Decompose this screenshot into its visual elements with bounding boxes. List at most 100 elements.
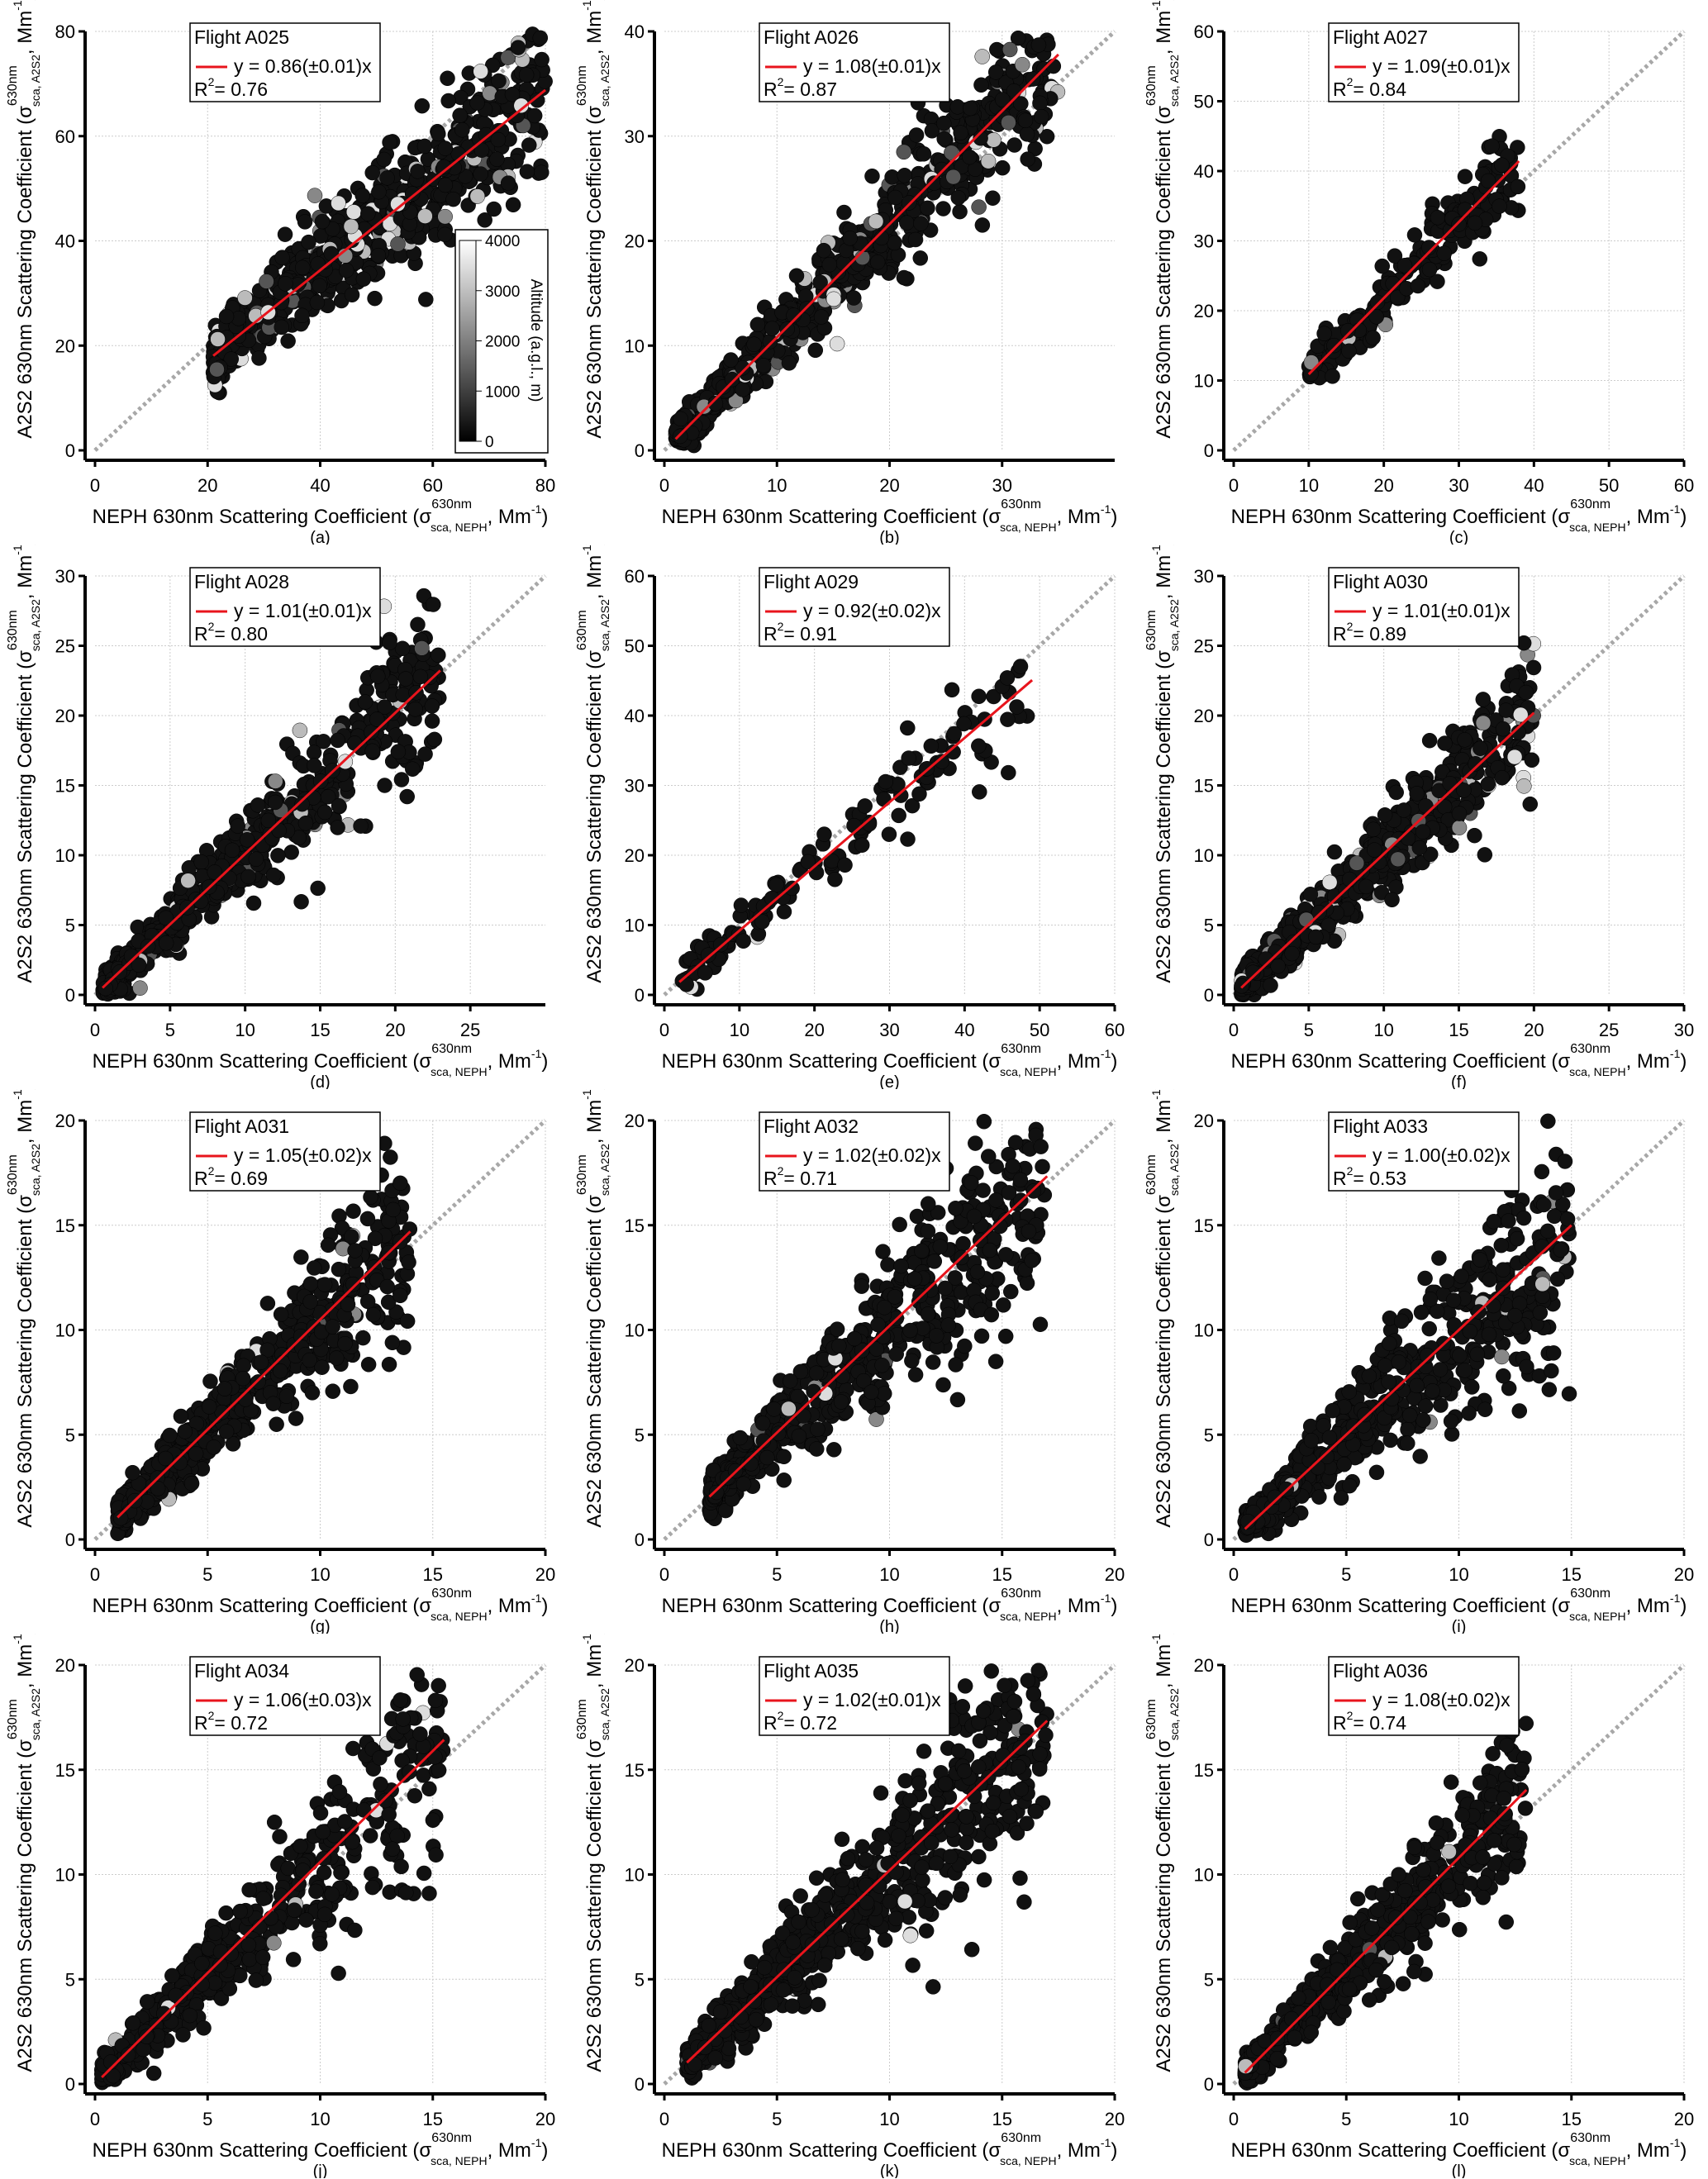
data-point [304,1385,321,1401]
data-point [790,1388,806,1405]
data-point [364,743,380,759]
data-point [913,216,929,231]
y-tick-label: 25 [1194,636,1214,657]
data-point [330,820,345,835]
colorbar-tick-label: 0 [485,434,494,451]
x-tick-label: 5 [1304,1020,1314,1040]
panel-caption: (h) [879,1618,899,1634]
data-point [1019,126,1035,142]
x-label-main: NEPH 630nm Scattering Coefficient (σ [93,1050,432,1073]
legend-box [759,1111,950,1192]
data-point [982,1242,998,1258]
data-point [1032,1316,1049,1332]
data-point [949,1392,966,1408]
x-tick-label: 10 [730,1020,749,1040]
x-label-unit: , Mm [1057,1595,1101,1617]
x-label-sup: 630nm [1001,1042,1041,1056]
data-point [469,95,485,111]
data-point [302,1352,317,1368]
legend-r2-value: = 0.87 [783,79,837,100]
x-axis-label: NEPH 630nm Scattering Coefficient (σ630n… [93,1042,549,1078]
data-point [880,1257,896,1273]
x-tick-label: 50 [1599,475,1619,496]
data-point [437,177,454,193]
data-point [869,254,886,270]
data-point [876,791,892,807]
y-tick-label: 10 [625,335,645,356]
data-point [431,126,446,142]
legend-r2-value: = 0.91 [783,623,837,645]
data-point [999,670,1016,686]
data-point [827,872,843,887]
y-label-sub: sca, A2S2 [598,599,611,651]
x-tick-label: 10 [235,1020,255,1040]
data-point [971,738,987,754]
data-point [762,334,778,350]
data-point [177,1424,193,1439]
data-point [424,698,440,714]
data-point [377,778,393,793]
x-tick-label: 0 [659,1020,669,1040]
data-point [424,713,440,729]
data-point [717,1502,734,1519]
data-point [323,245,340,262]
data-point [437,226,453,243]
data-point [359,1293,376,1310]
data-point [293,894,309,910]
y-label-main: A2S2 630nm Scattering Coefficient (σ [1153,650,1175,983]
y-tick-label: 20 [1194,301,1214,321]
x-tick-label: 20 [804,1020,824,1040]
data-point [382,635,397,650]
data-point [1451,216,1467,232]
y-label-unit: , Mm [14,1100,36,1144]
data-point [500,50,516,65]
x-label-exp: -1 [531,1591,542,1605]
data-point [504,86,521,102]
data-point [1516,778,1532,794]
y-tick-label: 0 [635,440,645,461]
y-tick-label: 30 [1194,566,1214,587]
data-point [1349,855,1365,871]
data-point [842,231,858,246]
y-label-main: A2S2 630nm Scattering Coefficient (σ [583,106,606,439]
data-point [1358,878,1374,895]
data-point [857,798,873,814]
y-label-unit: , Mm [583,555,606,599]
data-point [410,616,426,633]
data-point [307,188,323,203]
data-point [1541,1382,1558,1397]
data-point [1007,1135,1024,1150]
data-point [1302,887,1319,902]
y-tick-label: 20 [55,706,75,726]
colorbar-tick-label: 1000 [485,383,520,401]
data-point [754,914,770,930]
y-label-sup: 630nm [575,65,589,106]
y-label-main: A2S2 630nm Scattering Coefficient (σ [14,106,36,439]
x-axis-label: NEPH 630nm Scattering Coefficient (σ630n… [1231,497,1687,534]
fit-line [674,53,1059,440]
legend-r2-symbol: R [764,1168,778,1189]
panel-caption: (a) [310,529,330,545]
x-label-sup: 630nm [1570,1042,1610,1056]
data-point [861,816,878,832]
data-point [505,197,521,213]
y-tick-label: 10 [625,916,645,936]
data-point [755,1433,772,1449]
data-point [1484,138,1500,154]
y-label-sub: sca, A2S2 [29,1144,42,1196]
x-label-sub: sca, NEPH [1000,521,1056,534]
data-point [218,308,235,325]
legend-fit: y = 1.02(±0.02)x [803,1144,941,1166]
data-point [345,204,362,220]
data-point [900,720,916,736]
data-point [948,1201,963,1216]
y-label-unit: , Mm [583,1100,606,1144]
data-point [973,77,989,93]
x-tick-label: 20 [1373,475,1393,496]
data-point [1457,732,1472,748]
data-point [877,1300,892,1315]
data-point [986,132,1001,148]
data-point [786,307,802,323]
legend-r2-symbol: R [1333,623,1347,645]
